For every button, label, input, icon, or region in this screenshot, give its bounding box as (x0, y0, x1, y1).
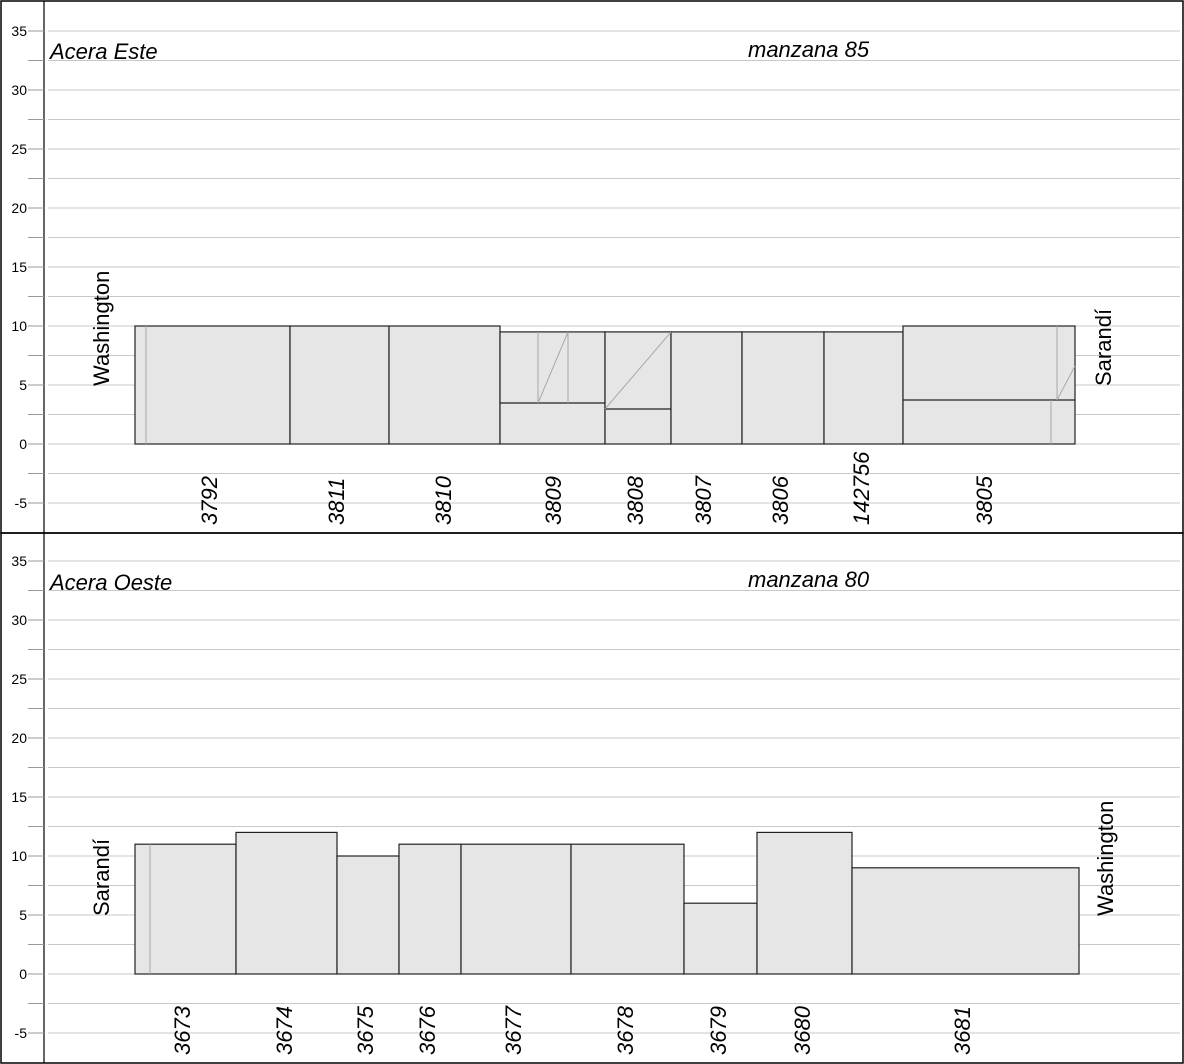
lot-profile-3792 (134, 325, 291, 445)
block-label: manzana 80 (748, 567, 870, 592)
lot-number-label: 3808 (623, 475, 648, 525)
lot-number-label: 3673 (170, 1005, 195, 1055)
lot-profile-3805 (902, 325, 1076, 445)
y-axis-ticks: 35 30 25 20 15 10 5 0 -5 (11, 23, 27, 511)
lot-profile-3675 (336, 855, 400, 975)
y-axis-ticks: 35 30 25 20 15 10 5 0 -5 (11, 553, 27, 1041)
facade-detail-line (1056, 365, 1076, 401)
lot-number-label: 3807 (691, 475, 716, 525)
y-tick-label: 0 (19, 966, 27, 982)
lot-profile-3680 (756, 831, 853, 975)
y-tick-label: -5 (15, 495, 28, 511)
y-tick-label: 30 (11, 612, 27, 628)
left-street-label: Washington (89, 271, 114, 386)
lot-number-label: 3805 (972, 475, 997, 525)
y-tick-label: 35 (11, 553, 27, 569)
lot-number-labels: 3673 3674 3675 3676 3677 3678 3679 3680 3681 (170, 1005, 975, 1055)
y-tick-label: 35 (11, 23, 27, 39)
right-street-label: Sarandí (1091, 309, 1116, 386)
lot-number-label: 3676 (415, 1005, 440, 1055)
lot-profile-3681 (851, 867, 1080, 975)
y-tick-label: 10 (11, 318, 27, 334)
left-street-label: Sarandí (89, 839, 114, 916)
panel-frame (0, 532, 1184, 1064)
lot-number-label: 142756 (849, 451, 874, 525)
lot-number-label: 3674 (272, 1006, 297, 1055)
block-label: manzana 85 (748, 37, 870, 62)
y-tick-label: 10 (11, 848, 27, 864)
y-tick-label: 15 (11, 259, 27, 275)
lot-profile-3810 (388, 325, 501, 445)
lot-number-label: 3792 (197, 476, 222, 525)
lot-number-label: 3811 (324, 478, 349, 525)
lot-profile-3807 (670, 331, 743, 445)
lot-profile-142756 (823, 331, 904, 445)
y-tick-label: 30 (11, 82, 27, 98)
facade-detail-line (604, 331, 672, 410)
lot-number-label: 3806 (768, 475, 793, 525)
lot-profile-3808 (604, 331, 672, 445)
lot-number-labels: 3792 3811 3810 3809 3808 3807 3806 142756 3805 (197, 451, 997, 525)
y-tick-label: 0 (19, 436, 27, 452)
lot-number-label: 3681 (950, 1006, 975, 1055)
right-street-label: Washington (1093, 801, 1118, 916)
elevation-panel-acera-este: 35 30 25 20 15 10 5 0 -5 Acera Este manzana 85 W… (0, 0, 1184, 534)
lot-profile-3677 (460, 843, 572, 975)
y-tick-label: 20 (11, 200, 27, 216)
lot-number-label: 3677 (501, 1005, 526, 1055)
y-tick-label: 15 (11, 789, 27, 805)
lot-profile-3679 (683, 902, 758, 975)
lot-profile-3811 (289, 325, 390, 445)
y-tick-label: 20 (11, 730, 27, 746)
lot-profile-3806 (741, 331, 825, 445)
lot-number-label: 3680 (790, 1005, 815, 1055)
lot-profiles (134, 831, 1080, 975)
side-label: Acera Este (48, 39, 158, 64)
lot-number-label: 3679 (706, 1006, 731, 1055)
lot-profile-3673 (134, 843, 237, 975)
y-tick-label: 25 (11, 671, 27, 687)
facade-detail-line (537, 331, 569, 404)
lot-profile-3676 (398, 843, 462, 975)
y-tick-label: 5 (19, 377, 27, 393)
lot-profile-3678 (570, 843, 685, 975)
lot-number-label: 3678 (613, 1005, 638, 1055)
lot-profile-3674 (235, 831, 338, 975)
y-tick-label: -5 (15, 1025, 28, 1041)
lot-profile-3809 (499, 331, 606, 445)
lot-profiles (134, 325, 1076, 445)
lot-number-label: 3810 (431, 475, 456, 525)
y-tick-label: 5 (19, 907, 27, 923)
lot-number-label: 3809 (541, 476, 566, 525)
side-label: Acera Oeste (48, 570, 172, 595)
y-tick-label: 25 (11, 141, 27, 157)
lot-number-label: 3675 (353, 1005, 378, 1055)
